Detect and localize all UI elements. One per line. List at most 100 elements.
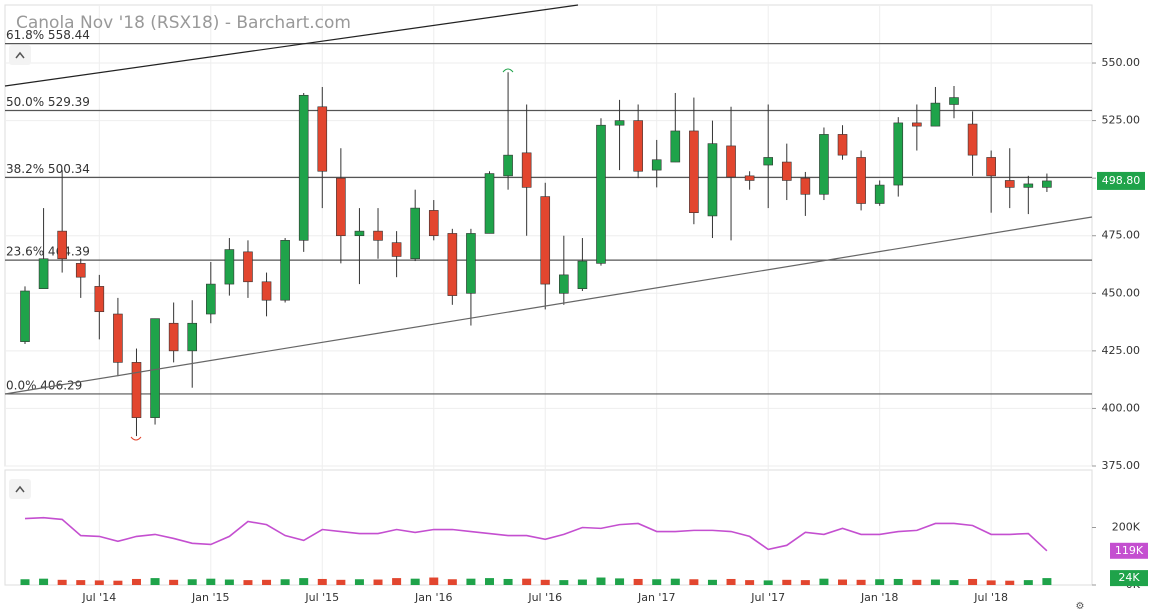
volume-bar <box>856 579 866 585</box>
volume-bar <box>633 578 643 585</box>
y-tick-label: 400.00 <box>1102 401 1141 414</box>
x-tick-label: Jul '16 <box>527 591 562 604</box>
candle-body <box>874 184 885 204</box>
fib-label: 50.0% 529.39 <box>6 95 90 109</box>
collapse-button[interactable] <box>9 45 31 65</box>
y-tick-label: 425.00 <box>1102 344 1141 357</box>
volume-bar <box>354 579 364 585</box>
candle-body <box>168 322 179 352</box>
candle-body <box>1004 180 1015 188</box>
volume-bar <box>522 578 532 585</box>
candle-body <box>206 283 216 315</box>
candle-body <box>243 251 253 283</box>
fib-label: 23.6% 464.39 <box>6 245 90 259</box>
last-price-tag <box>1097 171 1145 190</box>
candle-body <box>893 122 904 186</box>
volume-bar <box>187 579 197 585</box>
fib-label: 0.0% 406.29 <box>6 378 82 392</box>
candle-body <box>707 143 718 217</box>
candle-body <box>57 230 67 260</box>
y-tick-label: 525.00 <box>1102 114 1141 127</box>
volume-bar <box>429 577 439 585</box>
trend-line <box>4 216 1093 395</box>
candle-body <box>410 207 420 260</box>
candle-body <box>651 159 662 171</box>
candle-body <box>20 290 30 342</box>
volume-bar <box>206 578 216 585</box>
volume-bar <box>838 579 848 585</box>
fib-label: 38.2% 500.34 <box>6 162 90 176</box>
low-marker <box>130 436 142 441</box>
candle-body <box>670 130 681 163</box>
x-tick-label: Jan '17 <box>637 591 675 604</box>
candle-body <box>967 123 978 156</box>
volume-bar <box>577 579 587 585</box>
volume-bar <box>707 579 717 585</box>
candle-body <box>428 210 439 237</box>
candle-body <box>484 173 495 234</box>
volume-bar <box>782 579 792 585</box>
candle-body <box>633 120 643 172</box>
candle-body <box>38 258 49 289</box>
collapse-icon[interactable] <box>15 485 25 493</box>
volume-bar <box>726 578 736 585</box>
volume-bar <box>57 579 67 585</box>
y-tick-label: 450.00 <box>1102 286 1141 299</box>
x-tick-label: Jul '18 <box>973 591 1008 604</box>
y-tick-label: 475.00 <box>1102 229 1141 242</box>
volume-bar <box>150 578 160 585</box>
collapse-button[interactable] <box>9 479 31 499</box>
candle-body <box>298 94 309 241</box>
collapse-icon[interactable] <box>15 51 25 59</box>
candle-body <box>949 97 959 105</box>
x-tick-label: Jul '15 <box>304 591 339 604</box>
x-tick-label: Jul '17 <box>750 591 785 604</box>
x-tick-label: Jan '16 <box>414 591 452 604</box>
candle-body <box>94 286 105 313</box>
volume-bar <box>986 580 996 585</box>
volume-tag <box>1110 570 1148 587</box>
candle-body <box>559 274 569 294</box>
volume-bar <box>1042 578 1052 585</box>
volume-bar <box>949 580 959 585</box>
candle-body <box>577 260 588 289</box>
volume-bar <box>392 578 402 585</box>
volume-bar <box>540 579 550 585</box>
candle-body <box>912 122 922 127</box>
volume-bar <box>280 579 290 585</box>
x-tick-label: Jul '14 <box>81 591 116 604</box>
volume-bar <box>652 579 662 585</box>
candle-body <box>1042 180 1052 188</box>
volume-bar <box>410 578 420 585</box>
settings-icon[interactable]: ⚙ <box>1076 601 1085 609</box>
oi-tag <box>1110 542 1148 559</box>
candle-body <box>800 177 811 195</box>
volume-bar <box>299 578 309 585</box>
x-tick-label: Jan '18 <box>860 591 898 604</box>
candle-body <box>614 120 625 126</box>
candle-body <box>744 175 755 181</box>
volume-bar <box>466 578 476 585</box>
oi-tag-label: 119K <box>1115 544 1144 557</box>
volume-bar <box>745 580 755 585</box>
volume-bar <box>131 578 141 585</box>
candle-body <box>150 318 160 418</box>
volume-bar <box>39 578 49 585</box>
fib-label: 61.8% 558.44 <box>6 28 90 42</box>
candle-body <box>75 263 86 278</box>
candle-body <box>781 161 792 181</box>
candle-body <box>763 157 774 166</box>
chart-title: Canola Nov '18 (RSX18) - Barchart.com <box>16 13 351 33</box>
y-tick-label: 375.00 <box>1102 459 1141 472</box>
candle-body <box>540 196 551 285</box>
candle-body <box>726 145 736 178</box>
volume-bar <box>1023 580 1033 585</box>
candle-body <box>187 322 198 352</box>
candle-body <box>856 157 866 204</box>
candle-body <box>521 152 532 188</box>
candle-body <box>317 106 328 172</box>
high-marker <box>502 68 514 73</box>
candle-body <box>837 134 848 156</box>
volume-tag-label: 24K <box>1118 571 1140 584</box>
candle-body <box>1023 183 1034 188</box>
